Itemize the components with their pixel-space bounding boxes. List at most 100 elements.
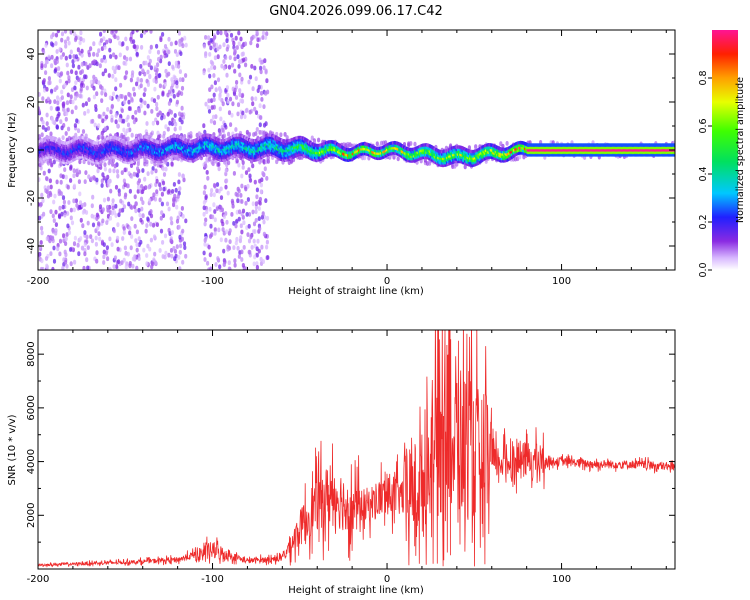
spectrogram-cell bbox=[237, 64, 241, 69]
spectrogram-cell bbox=[86, 265, 90, 270]
spectrogram-cell bbox=[142, 92, 146, 97]
spectrogram-cell bbox=[128, 226, 132, 231]
spectrogram-cell bbox=[182, 241, 187, 247]
spectrogram-cell bbox=[71, 59, 75, 64]
spectrogram-plot-area bbox=[38, 30, 675, 270]
spectrogram-cell bbox=[162, 186, 166, 192]
spectrogram-cell bbox=[236, 198, 240, 204]
spectrogram-cell bbox=[226, 244, 230, 250]
spectrogram-cell bbox=[79, 86, 83, 92]
spectrogram-cell bbox=[232, 171, 236, 176]
spectrogram-cell bbox=[253, 254, 257, 260]
spectrogram-cell bbox=[110, 117, 114, 123]
spectrogram-cell bbox=[66, 184, 70, 190]
spectrogram-cell bbox=[216, 54, 220, 60]
spectrogram-cell bbox=[100, 58, 104, 63]
spectrogram-cell bbox=[116, 246, 120, 252]
spectrogram-cell bbox=[236, 54, 240, 60]
spectrogram-cell bbox=[90, 213, 94, 219]
spectrogram-cell bbox=[207, 244, 211, 250]
spectrogram-cell bbox=[221, 101, 225, 107]
spectrogram-cell bbox=[166, 111, 170, 117]
spectrogram-cell bbox=[144, 185, 148, 191]
spectrogram-cell bbox=[84, 170, 88, 176]
spectrogram-cell bbox=[118, 208, 122, 214]
spectrogram-cell bbox=[69, 261, 73, 267]
spectrogram-cell bbox=[210, 188, 214, 193]
spectrogram-cell bbox=[44, 127, 48, 132]
spectrogram-cell bbox=[181, 173, 185, 179]
spectrogram-cell bbox=[75, 168, 79, 174]
spectrogram-cell bbox=[223, 122, 227, 128]
spectrogram-cell bbox=[97, 80, 101, 86]
spectrogram-cell bbox=[242, 245, 246, 250]
spectrogram-cell bbox=[255, 43, 260, 48]
spectrogram-cell bbox=[76, 47, 80, 53]
spectrogram-cell bbox=[138, 71, 142, 76]
spectrogram-cell bbox=[181, 77, 185, 83]
spectrogram-cell bbox=[203, 129, 207, 135]
spectrogram-cell bbox=[122, 60, 126, 66]
spectrogram-cell bbox=[176, 194, 180, 199]
spectrogram-cell bbox=[146, 55, 150, 60]
spectrogram-cell bbox=[87, 52, 91, 58]
spectrogram-cell bbox=[202, 43, 206, 49]
spectrogram-cell bbox=[112, 264, 116, 269]
spectrogram-cell bbox=[92, 74, 96, 80]
spectrogram-cell bbox=[103, 126, 107, 131]
spectrogram-cell bbox=[212, 97, 216, 102]
spectrogram-cell bbox=[229, 32, 234, 38]
spectrogram-cell bbox=[173, 113, 177, 118]
spectrogram-cell bbox=[155, 106, 159, 112]
spectrogram-cell bbox=[203, 221, 207, 227]
spectrogram-cell bbox=[100, 46, 104, 51]
spectrogram-cell bbox=[91, 194, 95, 200]
spectrogram-cell bbox=[79, 30, 83, 36]
spectrogram-cell bbox=[106, 179, 110, 185]
spectrogram-cell bbox=[264, 68, 268, 74]
spectrogram-cell bbox=[172, 93, 176, 99]
spectrogram-cell bbox=[229, 122, 233, 127]
spectrogram-cell bbox=[239, 98, 243, 104]
spectrogram-cell bbox=[232, 91, 237, 97]
spectrogram-cell bbox=[226, 190, 230, 196]
spectrogram-cell bbox=[146, 82, 150, 87]
spectrogram-cell bbox=[149, 221, 153, 227]
spectrogram-cell bbox=[177, 172, 181, 177]
spectrogram-cell bbox=[63, 30, 68, 34]
spectrogram-cell bbox=[175, 99, 179, 105]
spectrogram-cell bbox=[152, 234, 157, 240]
spectrogram-cell bbox=[148, 58, 152, 64]
spectrogram-cell bbox=[98, 204, 103, 210]
spectrogram-cell bbox=[133, 223, 137, 229]
spectrogram-cell bbox=[92, 41, 96, 47]
spectrogram-cell bbox=[65, 100, 70, 106]
spectrogram-cell bbox=[133, 194, 137, 200]
spectrogram-cell bbox=[83, 179, 87, 185]
spectrogram-cell bbox=[484, 159, 488, 164]
spectrogram-cell bbox=[263, 215, 267, 220]
spectrogram-cell bbox=[221, 227, 225, 232]
spectrogram-cell bbox=[212, 202, 216, 208]
spectrogram-cell bbox=[146, 216, 150, 222]
spectrogram-cell bbox=[238, 92, 242, 97]
spectrogram-cell bbox=[184, 253, 188, 259]
spectrogram-cell bbox=[168, 231, 172, 237]
spectrogram-cell bbox=[47, 54, 51, 60]
spectrogram-cell bbox=[247, 212, 252, 217]
spectrogram-cell bbox=[121, 236, 125, 241]
spectrogram-cell bbox=[58, 47, 62, 52]
spectrogram-cell bbox=[105, 114, 109, 120]
spectrogram-cell bbox=[50, 63, 54, 69]
spectrogram-cell bbox=[135, 242, 139, 248]
spectrogram-cell bbox=[207, 67, 211, 73]
spectrogram-cell bbox=[56, 95, 60, 101]
spectrogram-cell bbox=[62, 233, 66, 239]
spectrogram-cell bbox=[160, 210, 164, 216]
spectrogram-cell bbox=[69, 207, 73, 213]
spectrogram-cell bbox=[236, 102, 241, 108]
spectrogram-cell bbox=[279, 132, 283, 138]
spectrogram-cell bbox=[222, 248, 226, 254]
spectrogram-cell bbox=[260, 214, 264, 220]
spectrogram-cell bbox=[75, 118, 79, 124]
